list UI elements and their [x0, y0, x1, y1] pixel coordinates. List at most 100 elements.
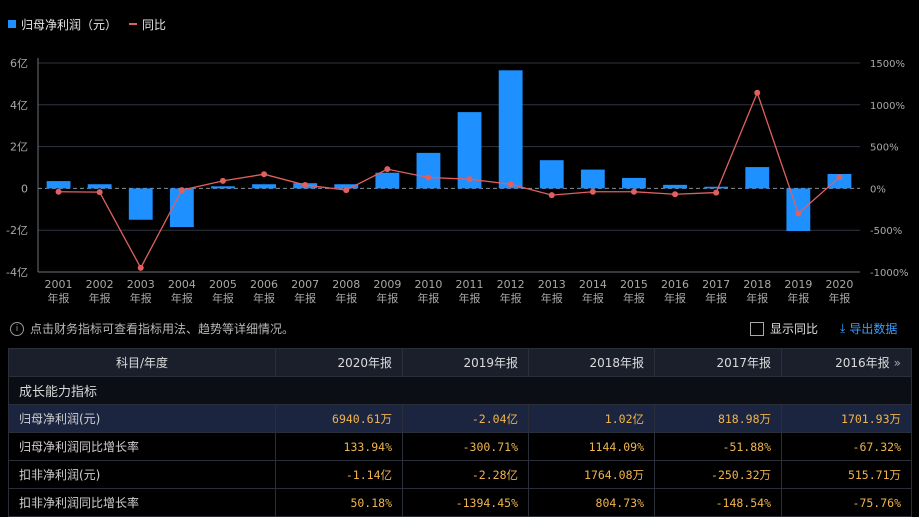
- x-tick-label: 年报: [376, 291, 398, 305]
- profit-bar: [745, 167, 770, 189]
- profit-bar: [498, 70, 523, 189]
- header-year-last[interactable]: 2016年报»: [781, 348, 912, 377]
- profit-bar: [87, 184, 112, 189]
- x-tick-label: 2020: [825, 278, 853, 291]
- y-right-tick-label: -500%: [870, 226, 902, 237]
- table-row[interactable]: 归母净利润同比增长率 133.94% -300.71% 1144.09% -51…: [8, 432, 912, 461]
- y-right-tick-label: 500%: [870, 143, 899, 154]
- profit-bar: [334, 184, 359, 189]
- table-row[interactable]: 扣非净利润(元) -1.14亿 -2.28亿 1764.08万 -250.32万…: [8, 460, 912, 489]
- line-legend-swatch: [129, 23, 138, 25]
- line-legend-label[interactable]: 同比: [142, 17, 167, 32]
- header-year[interactable]: 2018年报: [528, 348, 655, 377]
- x-tick-label: 2008: [332, 278, 360, 291]
- toggle-label: 显示同比: [770, 322, 819, 336]
- finance-table: 科目/年度 2020年报 2019年报 2018年报 2017年报 2016年报…: [8, 348, 912, 517]
- x-tick-label: 年报: [212, 291, 234, 305]
- yoy-point: [96, 189, 103, 196]
- yoy-point: [630, 188, 637, 195]
- cell-value: 818.98万: [654, 404, 782, 433]
- y-right-tick-label: 1000%: [870, 101, 905, 112]
- x-tick-label: 2005: [209, 278, 237, 291]
- profit-bar: [539, 160, 564, 189]
- table-row[interactable]: 归母净利润(元) 6940.61万 -2.04亿 1.02亿 818.98万 1…: [8, 404, 912, 433]
- yoy-point: [261, 171, 268, 178]
- x-tick-label: 2010: [414, 278, 442, 291]
- cell-value: 1764.08万: [528, 460, 655, 489]
- checkbox-icon[interactable]: [750, 321, 764, 336]
- x-tick-label: 2007: [291, 278, 319, 291]
- section-row: 成长能力指标: [8, 376, 912, 405]
- y-left-tick-label: 4亿: [10, 99, 28, 112]
- cell-value: 1701.93万: [781, 404, 912, 433]
- chart-legend: 归母净利润（元） 同比: [8, 14, 166, 34]
- row-name[interactable]: 扣非净利润(元): [8, 460, 276, 489]
- header-year[interactable]: 2020年报: [275, 348, 403, 377]
- show-yoy-toggle[interactable]: 显示同比: [750, 320, 818, 337]
- profit-bar: [580, 169, 605, 189]
- cell-value: 515.71万: [781, 460, 912, 489]
- y-left-tick-label: -2亿: [6, 224, 28, 237]
- x-tick-label: 2003: [127, 278, 155, 291]
- bar-legend-label[interactable]: 归母净利润（元）: [21, 17, 118, 32]
- x-tick-label: 年报: [500, 291, 522, 305]
- x-tick-label: 年报: [582, 291, 604, 305]
- yoy-point: [466, 176, 473, 183]
- x-tick-label: 年报: [746, 291, 768, 305]
- row-name[interactable]: 扣非净利润同比增长率: [8, 488, 276, 517]
- yoy-point: [672, 191, 679, 198]
- header-year[interactable]: 2017年报: [654, 348, 782, 377]
- info-hint: i 点击财务指标可查看指标用法、趋势等详细情况。: [10, 320, 294, 337]
- cell-value: -2.28亿: [402, 460, 529, 489]
- profit-bar: [211, 186, 235, 189]
- x-tick-label: 年报: [417, 291, 439, 305]
- yoy-point: [754, 89, 761, 96]
- x-tick-label: 2012: [497, 278, 525, 291]
- x-tick-label: 2016: [661, 278, 689, 291]
- x-tick-label: 年报: [664, 291, 686, 305]
- cell-value: -51.88%: [654, 432, 782, 461]
- info-icon: i: [10, 321, 24, 336]
- x-tick-label: 年报: [541, 291, 563, 305]
- download-icon: ⤓: [840, 321, 846, 335]
- y-right-tick-label: 1500%: [870, 59, 905, 70]
- cell-value: 133.94%: [275, 432, 403, 461]
- row-name[interactable]: 归母净利润同比增长率: [8, 432, 276, 461]
- x-tick-label: 2018: [743, 278, 771, 291]
- profit-bar: [375, 172, 400, 189]
- header-year[interactable]: 2019年报: [402, 348, 529, 377]
- profit-bar: [416, 152, 441, 189]
- row-name[interactable]: 归母净利润(元): [8, 404, 276, 433]
- cell-value: 6940.61万: [275, 404, 403, 433]
- info-text: 点击财务指标可查看指标用法、趋势等详细情况。: [30, 322, 295, 336]
- profit-bar: [827, 173, 852, 189]
- x-tick-label: 年报: [787, 291, 809, 305]
- table-row[interactable]: 扣非净利润同比增长率 50.18% -1394.45% 804.73% -148…: [8, 488, 912, 517]
- yoy-point: [836, 174, 843, 181]
- x-tick-label: 年报: [705, 291, 727, 305]
- profit-bar: [663, 184, 687, 189]
- x-tick-label: 年报: [130, 291, 152, 305]
- x-tick-label: 2014: [579, 278, 607, 291]
- profit-bar: [457, 112, 482, 189]
- yoy-point: [219, 177, 226, 184]
- x-tick-label: 2013: [538, 278, 566, 291]
- cell-value: 1144.09%: [528, 432, 655, 461]
- cell-value: 1.02亿: [528, 404, 655, 433]
- yoy-point: [713, 189, 720, 196]
- x-tick-label: 2019: [784, 278, 812, 291]
- yoy-point: [589, 188, 596, 195]
- chevron-right-icon[interactable]: »: [893, 356, 901, 370]
- yoy-point: [343, 187, 350, 194]
- export-data-button[interactable]: ⤓ 导出数据: [840, 320, 897, 337]
- x-tick-label: 年报: [253, 291, 275, 305]
- x-tick-label: 2017: [702, 278, 730, 291]
- profit-bar: [786, 188, 811, 232]
- profit-bar: [46, 181, 71, 189]
- export-label: 导出数据: [849, 322, 898, 336]
- yoy-point: [425, 174, 432, 181]
- x-tick-label: 2009: [373, 278, 401, 291]
- yoy-point: [384, 166, 391, 173]
- cell-value: 804.73%: [528, 488, 655, 517]
- profit-bar: [169, 188, 194, 228]
